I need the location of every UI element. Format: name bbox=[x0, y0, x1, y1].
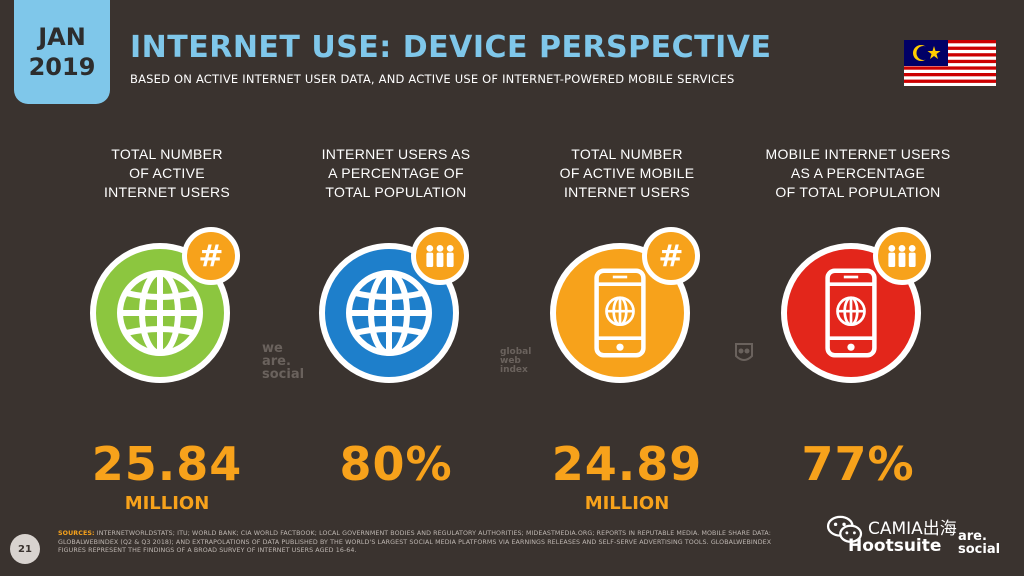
overlay-caption: CAMIA出海 bbox=[868, 519, 957, 539]
globalwebindex-watermark: global web index bbox=[500, 348, 531, 375]
page-title: INTERNET USE: DEVICE PERSPECTIVE bbox=[130, 30, 772, 65]
stat-value: 77% bbox=[801, 437, 915, 491]
sources-text: SOURCES: INTERNETWORLDSTATS; ITU; WORLD … bbox=[58, 530, 798, 556]
stat-mobile-internet-penetration: MOBILE INTERNET USERS AS A PERCENTAGE OF… bbox=[743, 145, 973, 493]
watermark-line: web bbox=[500, 356, 521, 366]
page-subtitle: BASED ON ACTIVE INTERNET USER DATA, AND … bbox=[130, 72, 735, 86]
stat-label-line: MOBILE INTERNET USERS bbox=[765, 146, 951, 162]
watermark-line: are. bbox=[262, 354, 291, 369]
logo-line: are. bbox=[958, 529, 987, 544]
hash-icon: # bbox=[182, 227, 240, 285]
stat-icon bbox=[773, 225, 943, 395]
stat-label: MOBILE INTERNET USERS AS A PERCENTAGE OF… bbox=[743, 145, 973, 205]
stat-icon bbox=[311, 225, 481, 395]
malaysia-flag-icon bbox=[904, 40, 996, 86]
globe-icon bbox=[117, 270, 203, 356]
badge-text: # bbox=[658, 238, 684, 274]
stat-unit: MILLION bbox=[584, 493, 670, 514]
stat-icon: # bbox=[82, 225, 252, 395]
stat-circle bbox=[90, 243, 230, 383]
mobile-phone-icon bbox=[825, 268, 877, 358]
stat-value: 24.89 bbox=[551, 437, 703, 491]
people-icon bbox=[873, 227, 931, 285]
watermark-line: we bbox=[262, 341, 283, 356]
date-year: 2019 bbox=[28, 53, 96, 81]
wechat-icon bbox=[826, 515, 863, 543]
stat-label-line: INTERNET USERS AS bbox=[321, 146, 471, 162]
stat-label-line: INTERNET USERS bbox=[563, 184, 691, 200]
mobile-phone-icon bbox=[594, 268, 646, 358]
stat-label-line: OF ACTIVE bbox=[129, 165, 205, 181]
stat-label-line: AS A PERCENTAGE bbox=[790, 165, 926, 181]
watermark-line: social bbox=[262, 367, 305, 382]
stat-label-line: INTERNET USERS bbox=[103, 184, 231, 200]
sources-body: INTERNETWORLDSTATS; ITU; WORLD BANK; CIA… bbox=[58, 530, 772, 555]
stat-label: TOTAL NUMBER OF ACTIVE INTERNET USERS bbox=[52, 145, 282, 205]
stat-unit: MILLION bbox=[124, 493, 210, 514]
stat-label: INTERNET USERS AS A PERCENTAGE OF TOTAL … bbox=[281, 145, 511, 205]
people-icon bbox=[411, 227, 469, 285]
page-number: 21 bbox=[10, 534, 40, 564]
stat-label-line: TOTAL NUMBER bbox=[111, 146, 223, 162]
watermark-line: global bbox=[500, 347, 532, 357]
sources-label: SOURCES: bbox=[58, 530, 95, 537]
stat-mobile-internet-users: TOTAL NUMBER OF ACTIVE MOBILE INTERNET U… bbox=[512, 145, 742, 514]
stat-value: 80% bbox=[339, 437, 453, 491]
hootsuite-owl-watermark-icon bbox=[735, 343, 753, 361]
stat-label: TOTAL NUMBER OF ACTIVE MOBILE INTERNET U… bbox=[512, 145, 742, 205]
badge-text: # bbox=[198, 238, 224, 274]
date-badge: JAN 2019 bbox=[14, 0, 110, 104]
we-are-social-watermark: we are. social bbox=[262, 342, 304, 381]
logo-line: social bbox=[958, 542, 1001, 557]
people-icon-glyph bbox=[426, 244, 454, 268]
globe-icon bbox=[346, 270, 432, 356]
stat-label-line: TOTAL NUMBER bbox=[571, 146, 683, 162]
stat-internet-penetration: INTERNET USERS AS A PERCENTAGE OF TOTAL … bbox=[281, 145, 511, 493]
hootsuite-logo: Hootsuite bbox=[848, 536, 942, 556]
people-icon-glyph bbox=[888, 244, 916, 268]
stat-label-line: TOTAL POPULATION bbox=[325, 184, 467, 200]
we-are-social-logo: are. social bbox=[958, 530, 1000, 556]
watermark-line: index bbox=[500, 365, 528, 375]
date-month: JAN bbox=[38, 23, 86, 51]
stat-label-line: OF TOTAL POPULATION bbox=[775, 184, 941, 200]
stat-value: 25.84 bbox=[91, 437, 243, 491]
stat-total-internet-users: TOTAL NUMBER OF ACTIVE INTERNET USERS # … bbox=[52, 145, 282, 514]
hash-icon: # bbox=[642, 227, 700, 285]
stat-label-line: A PERCENTAGE OF bbox=[328, 165, 464, 181]
stat-label-line: OF ACTIVE MOBILE bbox=[559, 165, 695, 181]
stat-icon: # bbox=[542, 225, 712, 395]
